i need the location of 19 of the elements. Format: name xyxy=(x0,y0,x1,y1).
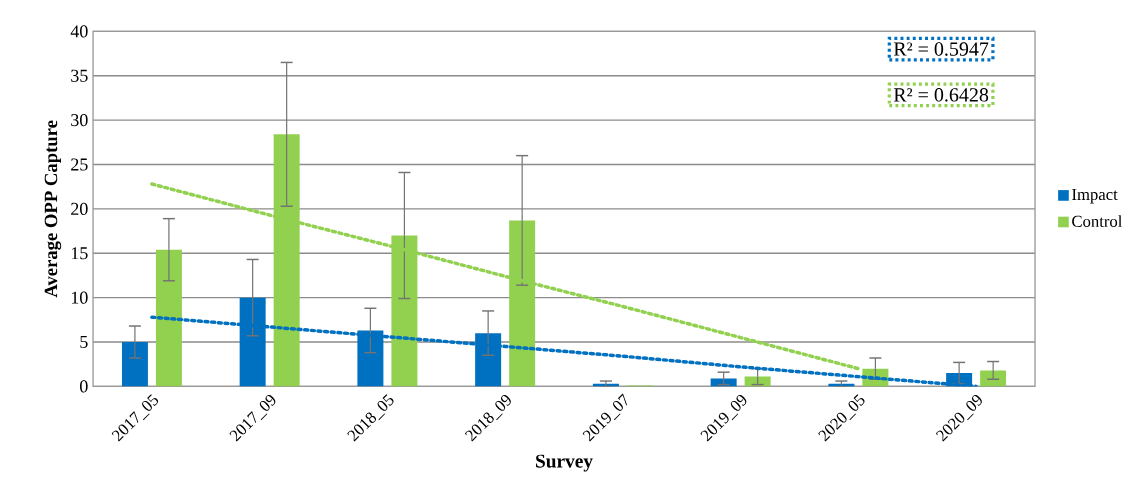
y-tick-label: 10 xyxy=(71,291,88,304)
annotation: R² = 0.6428 xyxy=(893,88,989,102)
annotation: R² = 0.5947 xyxy=(893,42,989,56)
legend-label: Impact xyxy=(1072,188,1118,204)
y-tick-label: 0 xyxy=(80,380,88,393)
x-axis-title: Survey xyxy=(536,454,593,472)
y-tick-label: 35 xyxy=(71,69,88,82)
y-tick-label: 40 xyxy=(70,25,88,38)
y-tick-label: 25 xyxy=(71,158,88,171)
legend-label: Control xyxy=(1072,215,1123,227)
bar xyxy=(155,249,182,387)
y-axis-title: Average OPP Capture xyxy=(44,120,62,298)
y-tick-label: 30 xyxy=(71,114,88,127)
y-tick-label: 15 xyxy=(71,247,88,260)
y-tick-label: 20 xyxy=(71,202,88,215)
bar xyxy=(710,378,737,387)
y-tick-label: 5 xyxy=(80,336,88,348)
bar xyxy=(980,370,1007,387)
bar xyxy=(121,342,148,387)
